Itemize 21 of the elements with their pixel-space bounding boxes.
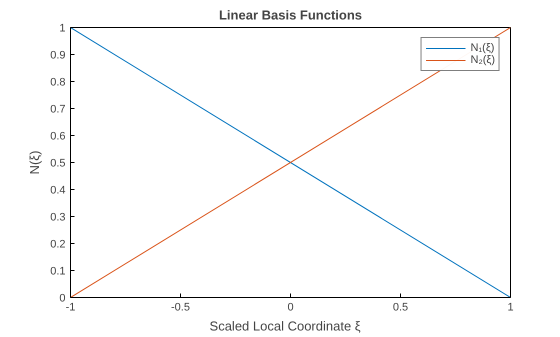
y-axis-title: N(ξ) — [27, 150, 42, 174]
chart-title: Linear Basis Functions — [218, 8, 362, 22]
y-tick-label: 0 — [59, 292, 66, 304]
y-tick-label: 0.5 — [50, 158, 66, 170]
x-tick-label: 0.5 — [392, 302, 408, 314]
x-tick-label: 1 — [507, 302, 514, 314]
y-tick-label: 0.7 — [50, 104, 66, 116]
y-tick-label: 0.4 — [50, 184, 66, 196]
y-tick-label: 0.9 — [50, 50, 66, 62]
y-tick-label: 0.8 — [50, 76, 66, 88]
y-tick-label: 0.2 — [50, 238, 66, 250]
legend-label: N₂(ξ) — [470, 54, 495, 66]
x-tick-label: 0 — [287, 302, 294, 314]
x-tick-label: -1 — [66, 302, 76, 314]
legend-label: N₁(ξ) — [470, 42, 494, 54]
y-tick-label: 1 — [59, 22, 66, 34]
x-axis-title: Scaled Local Coordinate ξ — [210, 318, 361, 334]
x-tick-label: -0.5 — [171, 302, 190, 314]
y-tick-label: 0.3 — [50, 212, 66, 224]
y-tick-label: 0.6 — [50, 130, 66, 142]
y-tick-label: 0.1 — [50, 266, 66, 278]
